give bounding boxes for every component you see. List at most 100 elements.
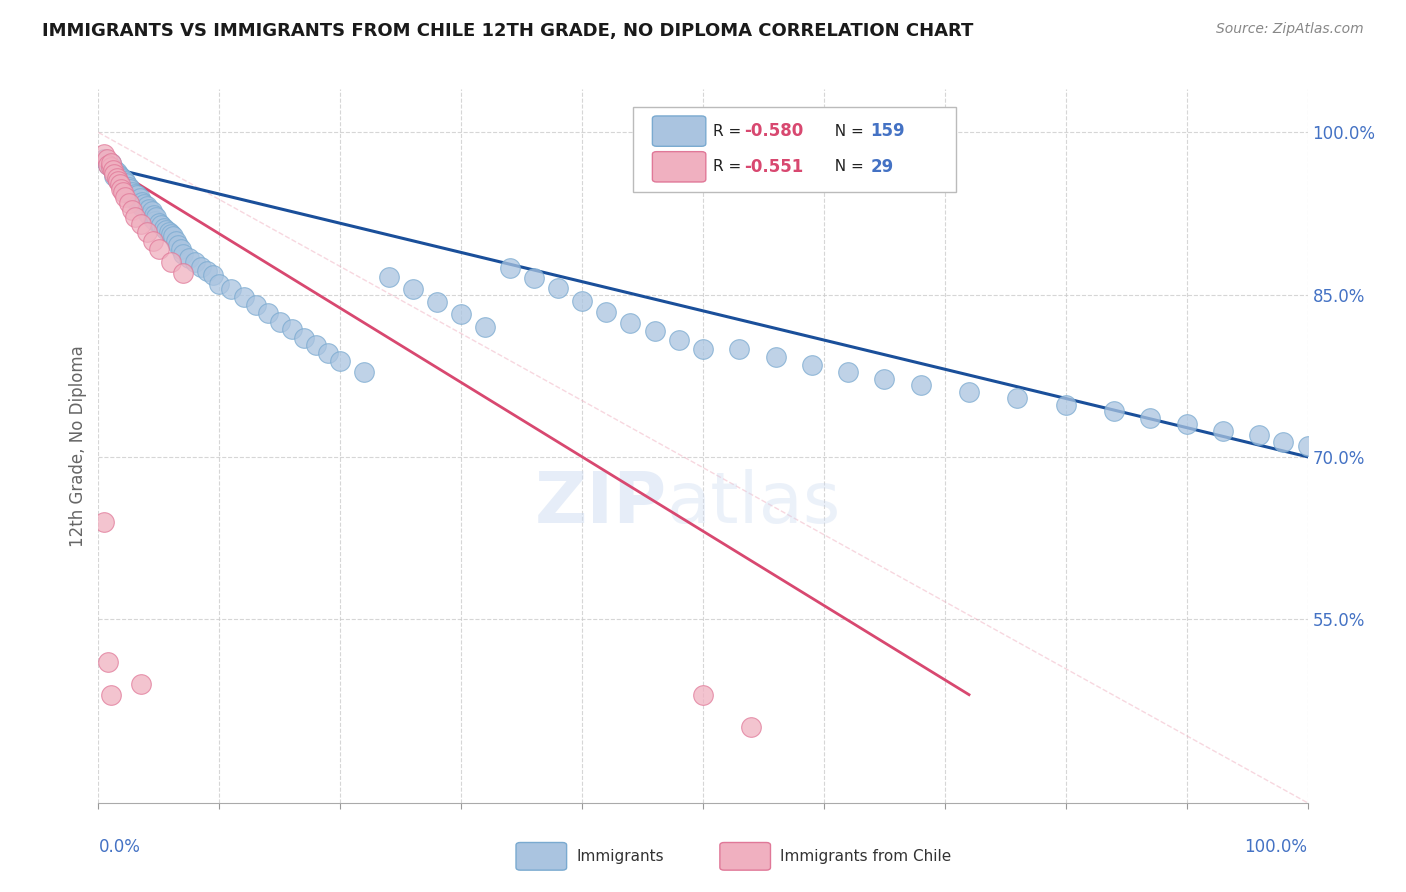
Point	[1175, 417, 1198, 432]
Point	[129, 677, 152, 691]
Point	[132, 201, 155, 215]
Point	[112, 179, 135, 194]
Point	[426, 295, 449, 310]
Point	[644, 325, 666, 339]
Point	[172, 266, 194, 280]
Text: 0.0%: 0.0%	[98, 838, 141, 856]
Point	[125, 194, 148, 208]
Point	[377, 270, 399, 285]
Text: N =: N =	[825, 160, 873, 174]
Point	[143, 208, 166, 222]
Point	[195, 264, 218, 278]
Point	[1272, 434, 1295, 449]
Point	[111, 172, 134, 186]
Point	[160, 227, 183, 241]
Point	[115, 176, 138, 190]
Point	[111, 185, 134, 199]
Point	[136, 206, 159, 220]
Point	[800, 358, 823, 372]
Point	[155, 223, 177, 237]
Text: IMMIGRANTS VS IMMIGRANTS FROM CHILE 12TH GRADE, NO DIPLOMA CORRELATION CHART: IMMIGRANTS VS IMMIGRANTS FROM CHILE 12TH…	[42, 22, 973, 40]
Point	[129, 218, 152, 232]
Point	[162, 229, 184, 244]
Text: R =: R =	[713, 124, 751, 138]
Text: R =: R =	[713, 160, 751, 174]
Point	[110, 169, 132, 184]
Point	[111, 178, 134, 192]
Point	[139, 209, 162, 223]
Point	[692, 342, 714, 356]
Point	[873, 372, 896, 386]
Point	[142, 211, 165, 226]
Point	[101, 163, 124, 178]
Point	[190, 260, 212, 274]
Point	[127, 195, 149, 210]
Point	[128, 191, 150, 205]
Point	[93, 147, 115, 161]
Point	[135, 203, 157, 218]
Point	[143, 214, 166, 228]
Point	[117, 184, 139, 198]
Point	[1212, 424, 1234, 438]
Point	[402, 282, 425, 296]
Point	[595, 305, 617, 319]
Point	[135, 199, 157, 213]
Point	[145, 210, 167, 224]
Point	[179, 251, 201, 265]
Text: Source: ZipAtlas.com: Source: ZipAtlas.com	[1216, 22, 1364, 37]
Point	[141, 204, 163, 219]
Point	[232, 290, 254, 304]
Point	[1102, 404, 1125, 418]
Point	[120, 188, 142, 202]
Text: ZIP: ZIP	[534, 468, 666, 538]
Point	[208, 277, 231, 291]
Point	[100, 688, 122, 702]
Text: 159: 159	[870, 122, 905, 140]
Point	[93, 515, 115, 529]
Point	[245, 298, 267, 312]
Point	[167, 238, 190, 252]
Point	[100, 155, 122, 169]
Point	[316, 346, 339, 360]
Point	[202, 268, 225, 282]
Point	[122, 190, 145, 204]
Point	[96, 153, 118, 167]
Point	[668, 333, 690, 347]
Text: Immigrants from Chile: Immigrants from Chile	[780, 849, 952, 863]
Point	[329, 353, 352, 368]
Point	[571, 294, 593, 309]
Point	[97, 655, 120, 669]
Point	[1296, 439, 1319, 453]
Point	[107, 173, 129, 187]
Point	[498, 260, 520, 275]
Point	[281, 322, 304, 336]
Point	[353, 366, 375, 380]
Point	[103, 167, 125, 181]
Point	[114, 190, 136, 204]
Point	[692, 688, 714, 702]
Point	[105, 170, 128, 185]
Point	[114, 174, 136, 188]
Point	[100, 160, 122, 174]
Point	[474, 320, 496, 334]
Text: N =: N =	[825, 124, 873, 138]
Point	[127, 188, 149, 202]
Point	[118, 195, 141, 210]
Point	[837, 366, 859, 380]
Point	[110, 182, 132, 196]
Point	[118, 186, 141, 200]
Point	[160, 255, 183, 269]
Point	[107, 174, 129, 188]
Point	[910, 378, 932, 392]
Point	[269, 315, 291, 329]
Point	[124, 187, 146, 202]
Point	[114, 182, 136, 196]
Point	[124, 210, 146, 224]
Point	[1007, 392, 1029, 406]
Point	[108, 168, 131, 182]
Point	[121, 203, 143, 218]
Text: 100.0%: 100.0%	[1244, 838, 1308, 856]
Point	[100, 155, 122, 169]
Point	[118, 179, 141, 194]
Point	[169, 242, 191, 256]
